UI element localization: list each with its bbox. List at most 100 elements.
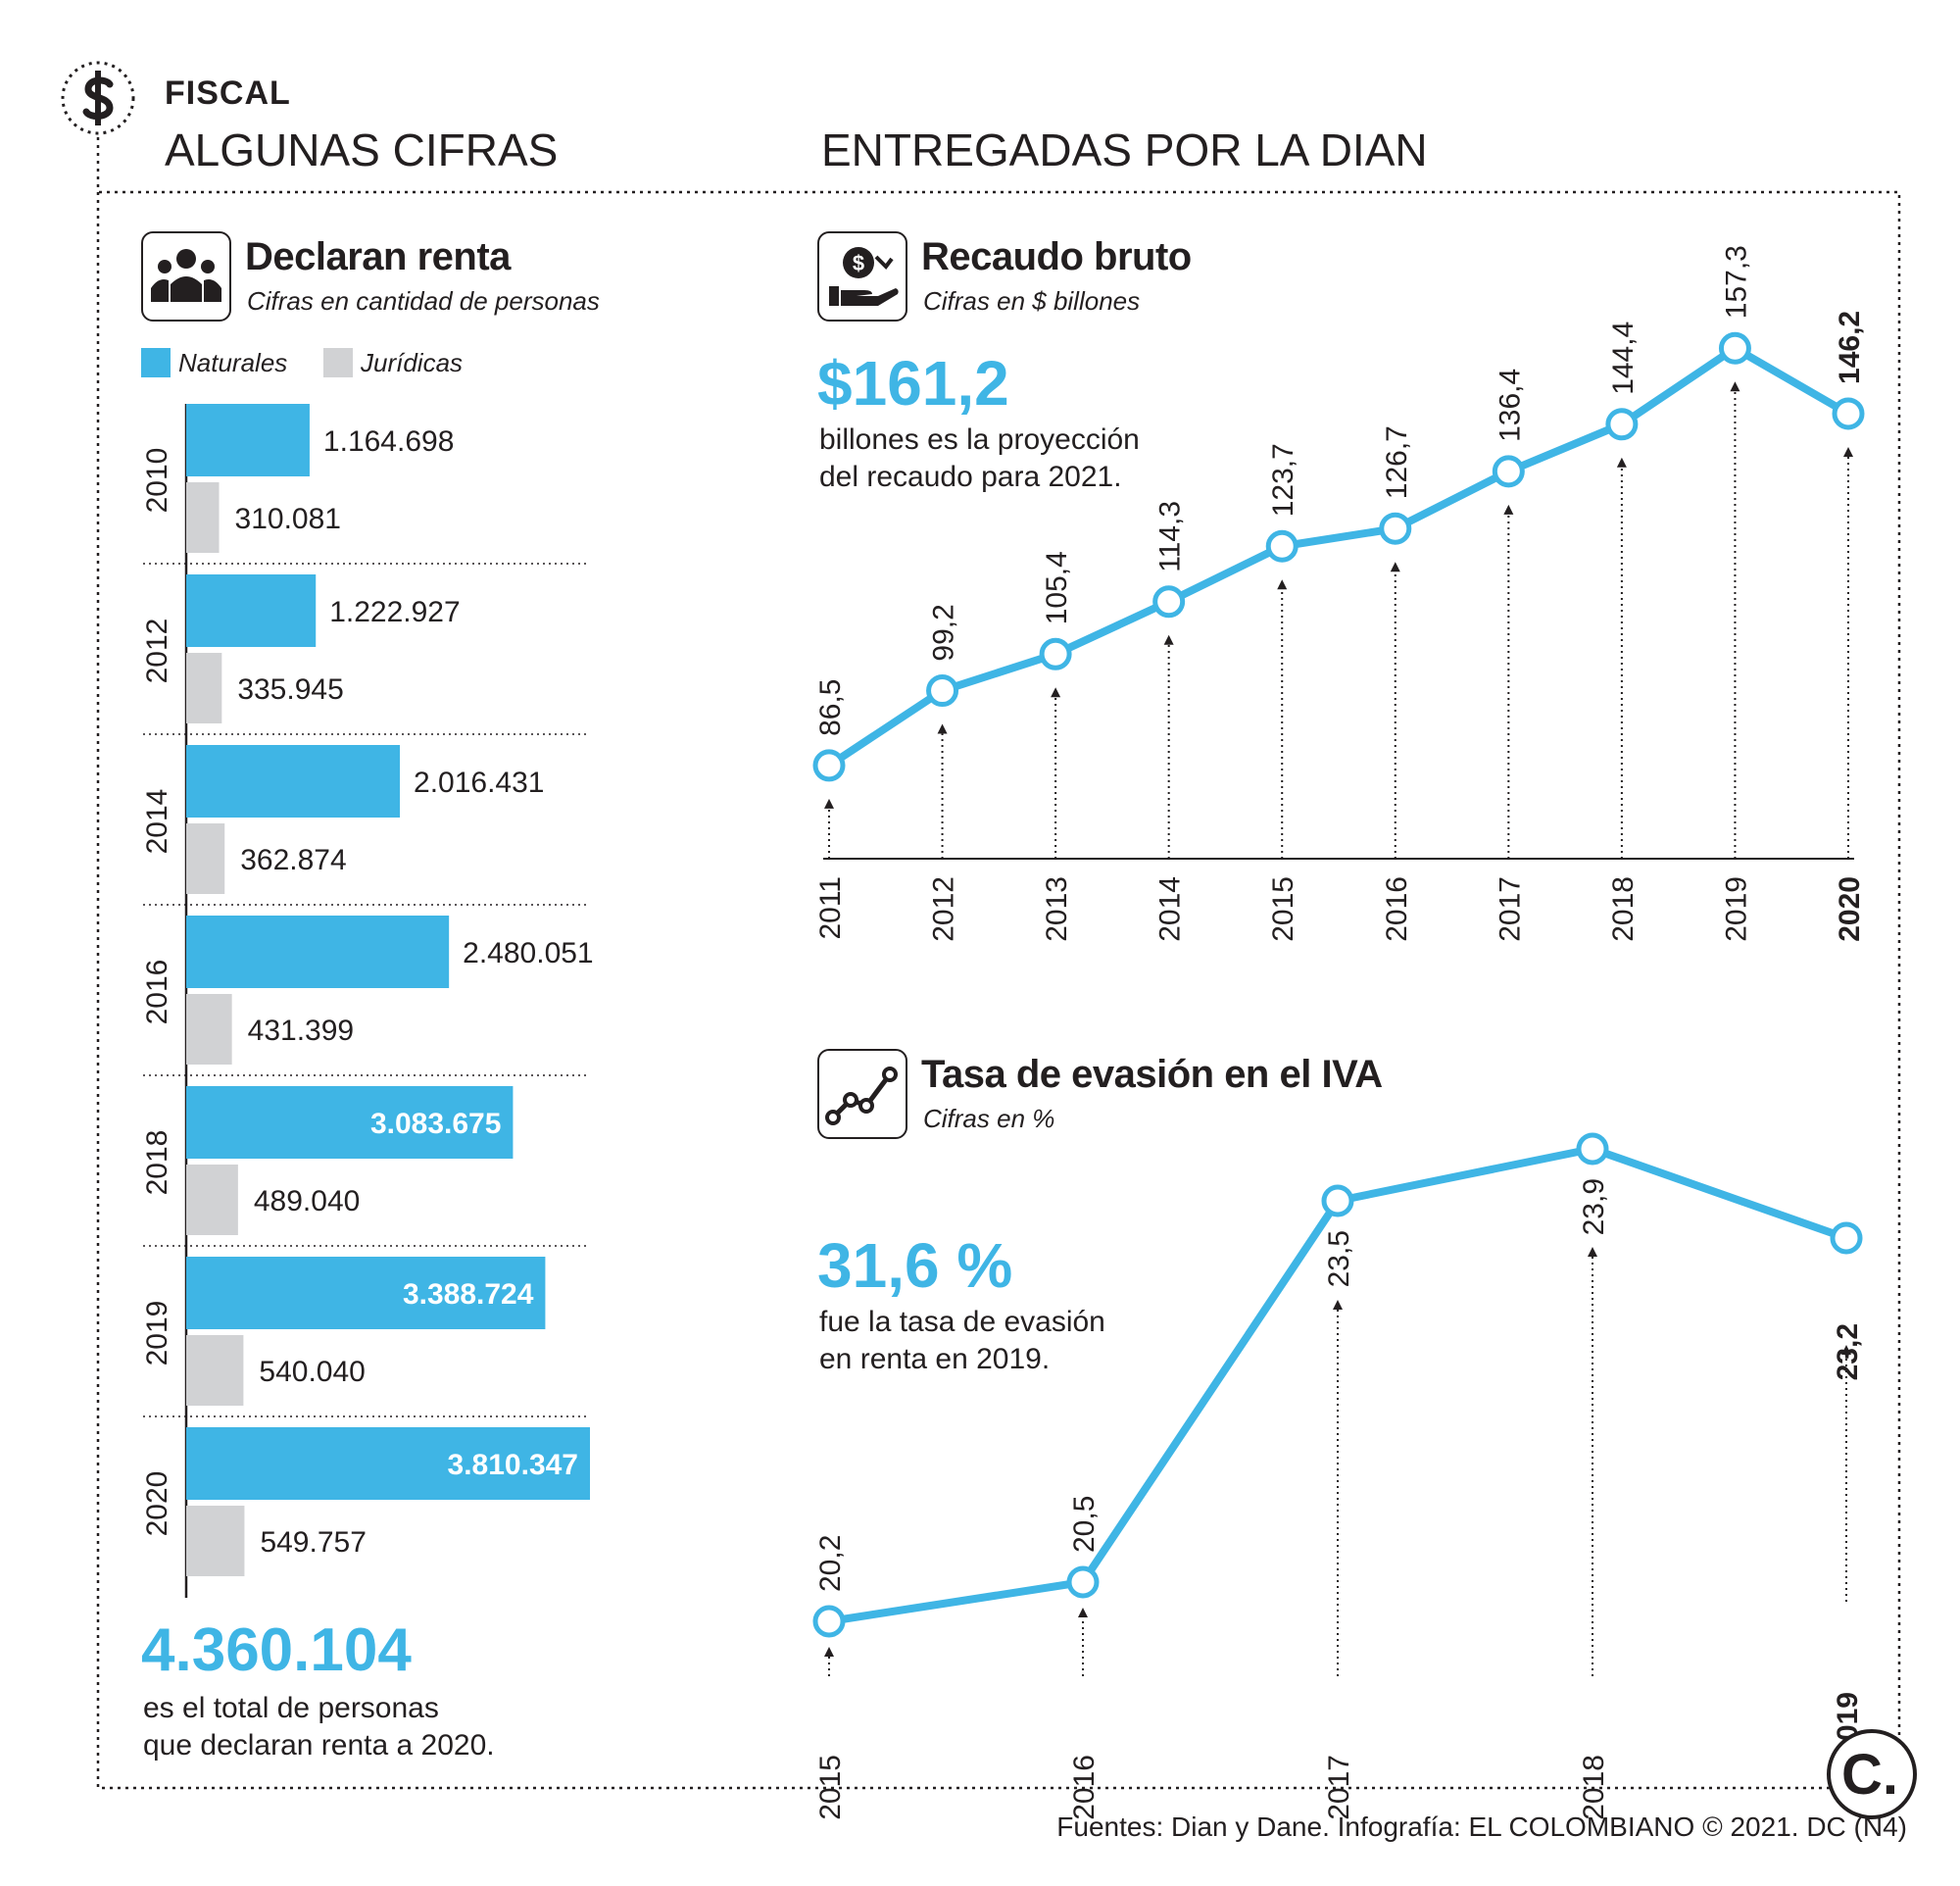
x-tick-label-2017: 2017 — [1494, 876, 1526, 942]
arrow-head-2019 — [1730, 381, 1740, 392]
recaudo-highlight: $161,2 — [817, 348, 1009, 419]
bar-category-2014: 2014 — [141, 789, 173, 855]
arrow-head-2019 — [1841, 1345, 1851, 1355]
data-point-2015 — [812, 1605, 846, 1638]
data-point-2018 — [1605, 408, 1639, 441]
logo-letter: C. — [1841, 1743, 1898, 1807]
value-label-2015: 123,7 — [1267, 443, 1299, 517]
bar-naturales-2018 — [186, 1086, 514, 1159]
arrow-head-2013 — [1051, 687, 1061, 698]
bar-category-2016: 2016 — [141, 960, 173, 1025]
data-point-2013 — [1039, 637, 1072, 670]
x-tick-label-2020: 2020 — [1834, 876, 1866, 942]
data-point-2017 — [1321, 1184, 1354, 1217]
data-point-2011 — [812, 749, 846, 782]
legend-label-juridicas: Jurídicas — [361, 348, 464, 377]
value-label-2018: 23,9 — [1578, 1178, 1610, 1235]
recaudo-subtitle: Cifras en $ billones — [923, 286, 1141, 316]
trend-line-icon — [817, 1049, 907, 1139]
x-tick-label-2017: 2017 — [1323, 1755, 1355, 1820]
data-point-2019 — [1718, 331, 1751, 365]
x-tick-label-2015: 2015 — [814, 1755, 847, 1820]
recaudo-title: Recaudo bruto — [921, 235, 1192, 278]
bar-category-2018: 2018 — [141, 1130, 173, 1196]
data-point-2016 — [1066, 1565, 1100, 1599]
people-icon — [141, 231, 231, 322]
bar-category-2010: 2010 — [141, 448, 173, 514]
value-label-2017: 136,4 — [1494, 369, 1526, 442]
x-tick-label-2016: 2016 — [1381, 876, 1413, 942]
bar-category-2019: 2019 — [141, 1301, 173, 1366]
series-line — [826, 344, 1851, 769]
x-tick-label-2018: 2018 — [1578, 1755, 1610, 1820]
x-tick-label-2013: 2013 — [1041, 876, 1073, 942]
arrow-head-2016 — [1078, 1608, 1088, 1617]
arrow-head-2014 — [1163, 634, 1174, 645]
data-point-2019 — [1830, 1221, 1863, 1255]
x-tick-label-2011: 2011 — [814, 876, 847, 940]
x-tick-label-2015: 2015 — [1267, 876, 1299, 942]
bar-naturales-2016 — [186, 916, 450, 988]
el-colombiano-logo: C. — [1827, 1729, 1917, 1819]
arrow-head-2017 — [1503, 504, 1514, 515]
bar-juridicas-2010 — [186, 482, 220, 553]
x-tick-label-2016: 2016 — [1068, 1755, 1101, 1820]
arrow-head-2015 — [824, 1647, 834, 1657]
arrow-head-2011 — [824, 798, 834, 809]
value-label-2015: 20,2 — [814, 1535, 847, 1592]
bar-juridicas-2014 — [186, 823, 225, 894]
svg-text:$: $ — [853, 251, 864, 275]
recaudo-note: billones es la proyección del recaudo pa… — [819, 423, 1140, 493]
data-point-2017 — [1492, 455, 1525, 488]
arrow-head-2017 — [1333, 1300, 1343, 1310]
arrow-head-2015 — [1277, 579, 1288, 590]
bar-label-juridicas-2012: 335.945 — [237, 673, 343, 706]
series-line — [828, 1145, 1848, 1625]
arrow-head-2018 — [1588, 1247, 1597, 1257]
bar-label-naturales-2012: 1.222.927 — [329, 596, 460, 628]
bar-naturales-2019 — [186, 1257, 546, 1329]
dollar-icon — [61, 61, 135, 135]
value-label-2017: 23,5 — [1323, 1230, 1355, 1287]
legend-swatch-naturales — [141, 348, 171, 377]
data-point-2020 — [1832, 397, 1865, 430]
bar-naturales-2020 — [186, 1427, 590, 1500]
declaran-note: es el total de personas que declaran ren… — [143, 1692, 495, 1762]
section-label: FISCAL — [165, 74, 291, 112]
page-title-left: ALGUNAS CIFRAS — [165, 124, 559, 175]
evasion-subtitle: Cifras en % — [923, 1104, 1055, 1133]
bar-juridicas-2012 — [186, 653, 222, 723]
data-point-2015 — [1265, 529, 1298, 563]
data-point-2014 — [1152, 585, 1186, 619]
bar-juridicas-2019 — [186, 1335, 244, 1406]
money-hand-icon: $ — [817, 231, 907, 322]
bar-label-juridicas-2020: 549.757 — [260, 1526, 366, 1559]
value-label-2014: 114,3 — [1154, 501, 1187, 572]
evasion-highlight: 31,6 % — [817, 1230, 1013, 1301]
bar-label-juridicas-2010: 310.081 — [235, 503, 341, 535]
legend-swatch-juridicas — [323, 348, 353, 377]
data-point-2012 — [926, 674, 959, 708]
bar-label-naturales-2019: 3.388.724 — [403, 1278, 534, 1311]
bar-juridicas-2018 — [186, 1165, 238, 1235]
value-label-2019: 157,3 — [1720, 245, 1752, 319]
value-label-2018: 144,4 — [1607, 322, 1640, 395]
bar-juridicas-2020 — [186, 1506, 245, 1576]
bar-label-naturales-2020: 3.810.347 — [448, 1449, 578, 1481]
bar-label-juridicas-2014: 362.874 — [240, 844, 346, 876]
evasion-title: Tasa de evasión en el IVA — [921, 1053, 1383, 1096]
bar-label-juridicas-2016: 431.399 — [248, 1015, 354, 1047]
declaran-highlight: 4.360.104 — [141, 1616, 412, 1684]
value-label-2016: 126,7 — [1381, 425, 1413, 499]
arrow-head-2012 — [937, 723, 948, 734]
arrow-head-2020 — [1843, 446, 1853, 457]
value-label-2013: 105,4 — [1041, 551, 1073, 624]
page-title-right: ENTREGADAS POR LA DIAN — [821, 124, 1428, 175]
bar-label-juridicas-2019: 540.040 — [259, 1356, 365, 1388]
legend-label-naturales: Naturales — [178, 348, 288, 377]
bar-label-naturales-2018: 3.083.675 — [370, 1108, 501, 1140]
value-label-2020: 146,2 — [1834, 311, 1866, 384]
arrow-head-2018 — [1616, 457, 1627, 468]
